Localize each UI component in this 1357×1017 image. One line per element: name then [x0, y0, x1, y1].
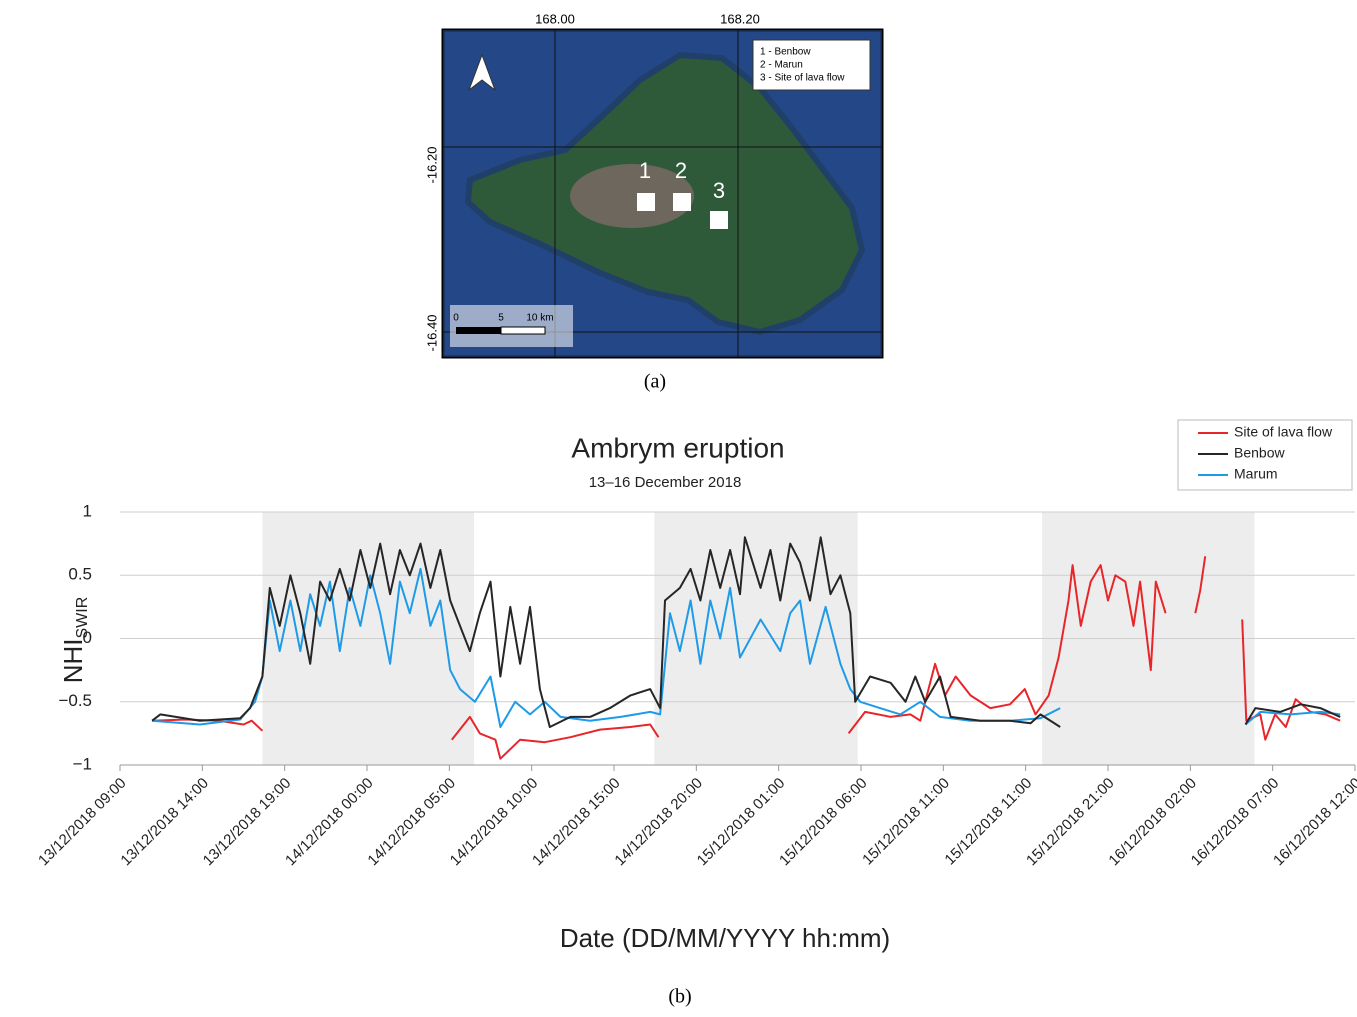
panel-caption: (b): [668, 986, 691, 1008]
x-tick-label: 14/12/2018 20:00: [611, 775, 706, 870]
scale-label: 10 km: [526, 313, 553, 324]
y-tick-label: 1: [83, 501, 92, 520]
chart: Ambrym eruption 13–16 December 2018 Date…: [35, 420, 1357, 953]
map-legend-entry: 1 - Benbow: [760, 47, 811, 58]
scale-label: 5: [498, 313, 504, 324]
y-tick-label: −1: [73, 754, 92, 773]
x-tick-label: 15/12/2018 11:00: [859, 775, 953, 869]
x-tick-label: 14/12/2018 05:00: [364, 775, 459, 870]
page: 168.00 168.20 -16.20 -16.40 1 - Benbow 2…: [0, 0, 1357, 1017]
map-tick: -16.40: [424, 315, 439, 352]
x-tick-label: 14/12/2018 00:00: [282, 775, 377, 870]
y-tick-label: 0.5: [68, 565, 92, 584]
x-tick-label: 13/12/2018 09:00: [35, 775, 130, 870]
x-tick-label: 15/12/2018 06:00: [776, 775, 871, 870]
map-tick: -16.20: [424, 147, 439, 184]
x-tick-label: 15/12/2018 11:00: [941, 775, 1035, 869]
legend-entry: Marum: [1234, 466, 1278, 482]
site-marker: [637, 193, 655, 211]
site-label: 2: [675, 158, 687, 183]
chart-subtitle: 13–16 December 2018: [589, 474, 742, 491]
map-legend-entry: 3 - Site of lava flow: [760, 73, 845, 84]
x-tick-label: 13/12/2018 19:00: [200, 775, 295, 870]
scale-bar: [456, 327, 501, 334]
x-tick-label: 16/12/2018 02:00: [1105, 775, 1200, 870]
scale-label: 0: [453, 313, 459, 324]
x-tick-label: 13/12/2018 14:00: [117, 775, 212, 870]
site-label: 3: [713, 178, 725, 203]
y-tick-label: 0: [83, 628, 92, 647]
map-tick: 168.00: [535, 11, 575, 26]
chart-title: Ambrym eruption: [571, 432, 784, 463]
x-axis-label: Date (DD/MM/YYYY hh:mm): [560, 923, 890, 953]
panel-caption: (a): [644, 371, 666, 393]
site-label: 1: [639, 158, 651, 183]
legend-entry: Benbow: [1234, 445, 1285, 461]
y-tick-label: −0.5: [58, 691, 92, 710]
map-tick: 168.20: [720, 11, 760, 26]
figure: 168.00 168.20 -16.20 -16.40 1 - Benbow 2…: [0, 0, 1357, 1012]
map: 168.00 168.20 -16.20 -16.40 1 - Benbow 2…: [424, 11, 882, 357]
x-tick-label: 16/12/2018 07:00: [1188, 775, 1283, 870]
site-marker: [673, 193, 691, 211]
x-tick-label: 14/12/2018 10:00: [447, 775, 542, 870]
x-tick-label: 15/12/2018 21:00: [1023, 775, 1118, 870]
scale-box: [450, 305, 573, 347]
x-tick-label: 14/12/2018 15:00: [529, 775, 624, 870]
site-marker: [710, 211, 728, 229]
map-legend-entry: 2 - Marun: [760, 60, 803, 71]
scale-bar: [501, 327, 545, 334]
x-tick-label: 16/12/2018 12:00: [1270, 775, 1357, 870]
x-tick-label: 15/12/2018 01:00: [694, 775, 789, 870]
legend-entry: Site of lava flow: [1234, 424, 1333, 440]
